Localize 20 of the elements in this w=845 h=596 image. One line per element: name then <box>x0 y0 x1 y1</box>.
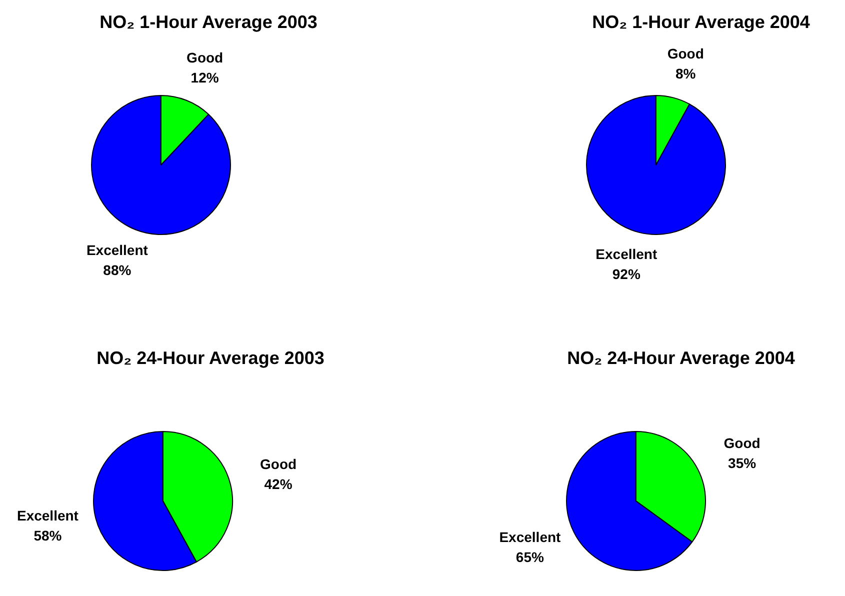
slice-label: Good <box>667 46 704 62</box>
slice-label: Excellent <box>16 508 79 524</box>
slice-label: Excellent <box>86 242 148 258</box>
slice-label: Good <box>724 434 760 451</box>
chart-title: NO₂ 24-Hour Average 2004 <box>566 347 796 370</box>
data-label: 65% <box>516 548 545 565</box>
data-label: 58% <box>34 528 62 544</box>
data-label: 42% <box>264 476 293 492</box>
data-label: 88% <box>103 262 132 278</box>
chart-title: NO₂ 24-Hour Average 2003 <box>96 347 326 370</box>
slice-label: Good <box>260 456 297 472</box>
data-label: 35% <box>728 454 757 471</box>
slice-label: Excellent <box>499 528 562 545</box>
chart-title: NO₂ 1-Hour Average 2003 <box>98 11 318 34</box>
slice-label: Excellent <box>596 246 658 262</box>
data-label: 12% <box>190 70 220 86</box>
data-label: 92% <box>612 266 641 282</box>
chart-title: NO₂ 1-Hour Average 2004 <box>591 11 811 34</box>
slice-label: Good <box>186 50 224 66</box>
data-label: 8% <box>675 66 696 82</box>
